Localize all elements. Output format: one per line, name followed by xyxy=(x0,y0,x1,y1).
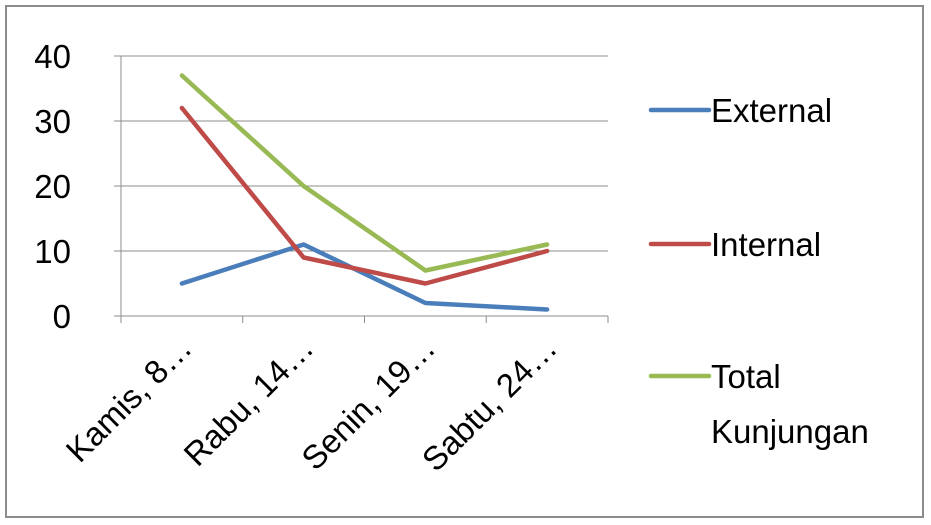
y-tick-label: 40 xyxy=(34,38,71,75)
legend-label-external: External xyxy=(711,92,832,129)
axes xyxy=(114,55,609,323)
legend: External Internal Total Kunjungan xyxy=(648,92,869,450)
series-line-external xyxy=(179,242,550,312)
y-tick-label: 0 xyxy=(53,298,71,335)
y-tick-label: 10 xyxy=(34,233,71,270)
y-tick-label: 30 xyxy=(34,103,71,140)
series-lines xyxy=(179,73,550,312)
legend-label-total-kunjungan: Total Kunjungan xyxy=(711,358,869,450)
legend-label-line: Total xyxy=(711,358,781,395)
y-tick-label: 20 xyxy=(34,168,71,205)
chart-frame: 0 10 20 30 40 Kamis, 8… Rabu, 14… Senin, 19… Sab… xyxy=(5,5,924,518)
legend-label-internal: Internal xyxy=(711,226,821,263)
legend-label-line: Kunjungan xyxy=(711,413,869,450)
series-line-internal xyxy=(179,105,550,286)
series-line-total-kunjungan xyxy=(179,73,550,273)
